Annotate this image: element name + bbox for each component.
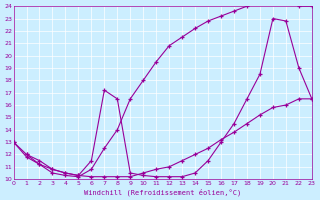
X-axis label: Windchill (Refroidissement éolien,°C): Windchill (Refroidissement éolien,°C) xyxy=(84,188,241,196)
